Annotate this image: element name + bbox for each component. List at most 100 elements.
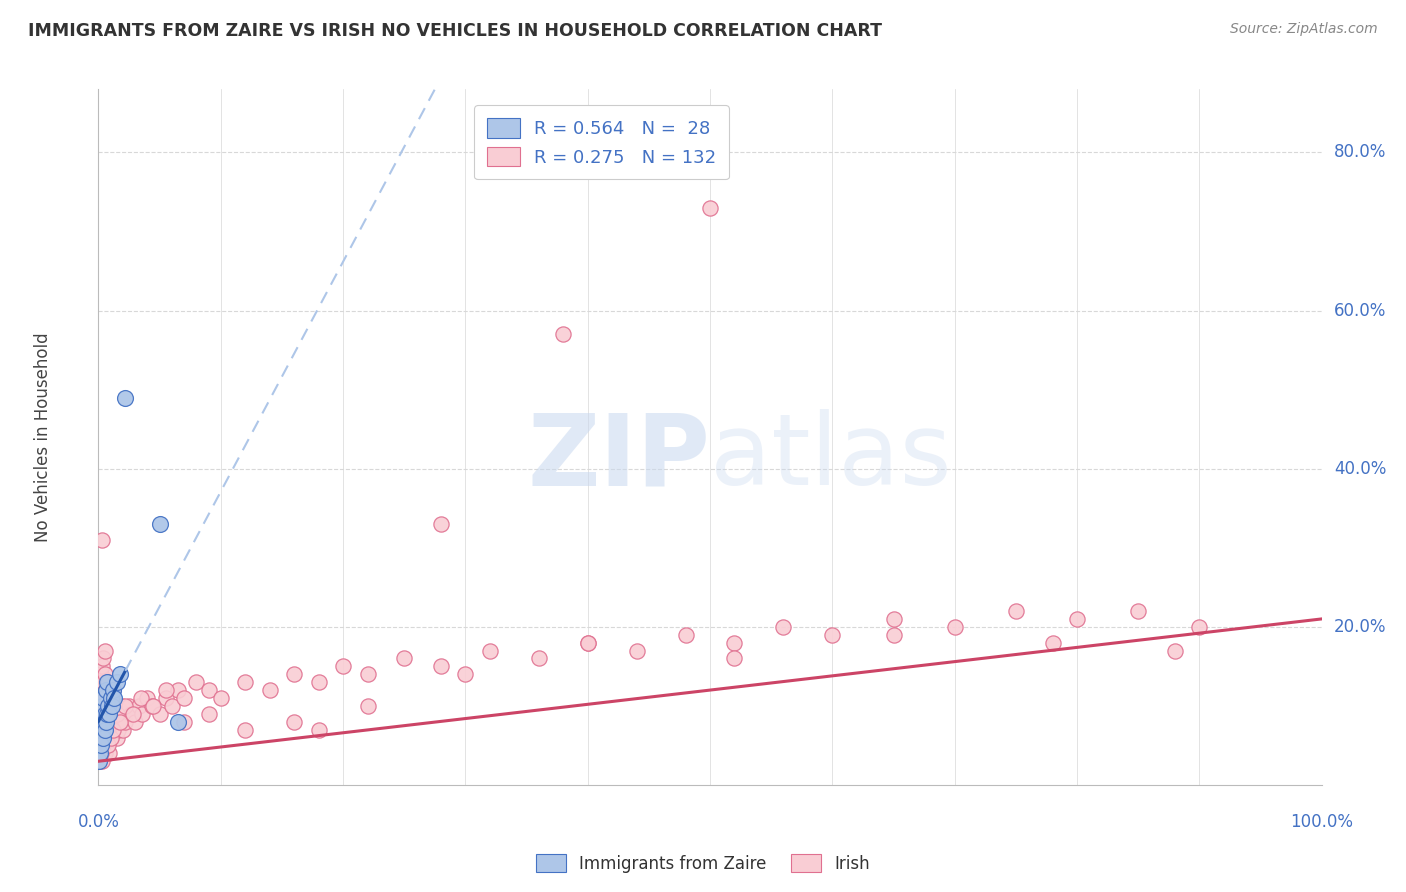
- Point: [356, 698, 378, 713]
- Text: No Vehicles in Household: No Vehicles in Household: [34, 332, 52, 542]
- Point: [173, 714, 195, 729]
- Point: [155, 690, 177, 705]
- Text: IMMIGRANTS FROM ZAIRE VS IRISH NO VEHICLES IN HOUSEHOLD CORRELATION CHART: IMMIGRANTS FROM ZAIRE VS IRISH NO VEHICL…: [28, 22, 882, 40]
- Point: [141, 698, 163, 713]
- Point: [101, 723, 124, 737]
- Point: [97, 706, 120, 721]
- Point: [114, 391, 136, 405]
- Point: [553, 327, 575, 342]
- Point: [105, 698, 128, 713]
- Legend: Immigrants from Zaire, Irish: Immigrants from Zaire, Irish: [529, 847, 877, 880]
- Point: [101, 683, 124, 698]
- Point: [91, 754, 114, 768]
- Point: [430, 516, 453, 531]
- Point: [91, 659, 114, 673]
- Point: [90, 714, 112, 729]
- Point: [101, 690, 124, 705]
- Point: [96, 714, 118, 729]
- Text: 20.0%: 20.0%: [1334, 618, 1386, 636]
- Point: [96, 739, 118, 753]
- Point: [101, 683, 124, 698]
- Point: [93, 714, 115, 729]
- Point: [160, 698, 183, 713]
- Point: [89, 683, 111, 698]
- Point: [104, 714, 127, 729]
- Point: [120, 706, 142, 721]
- Point: [103, 723, 125, 737]
- Point: [155, 683, 177, 698]
- Point: [91, 533, 114, 547]
- Point: [186, 675, 208, 690]
- Point: [93, 747, 115, 761]
- Point: [89, 723, 111, 737]
- Text: 100.0%: 100.0%: [1291, 813, 1353, 830]
- Point: [94, 723, 117, 737]
- Point: [100, 731, 122, 745]
- Point: [91, 723, 114, 737]
- Point: [114, 698, 136, 713]
- Point: [142, 698, 165, 713]
- Point: [626, 643, 648, 657]
- Point: [105, 706, 128, 721]
- Point: [101, 698, 124, 713]
- Point: [93, 723, 115, 737]
- Point: [94, 683, 117, 698]
- Point: [723, 635, 745, 649]
- Point: [98, 723, 121, 737]
- Point: [110, 667, 132, 681]
- Point: [356, 667, 378, 681]
- Point: [89, 739, 111, 753]
- Point: [118, 698, 141, 713]
- Point: [392, 651, 416, 665]
- Point: [100, 706, 122, 721]
- Point: [675, 628, 697, 642]
- Point: [114, 714, 136, 729]
- Text: 40.0%: 40.0%: [1334, 459, 1386, 478]
- Point: [332, 659, 354, 673]
- Point: [91, 731, 114, 745]
- Point: [1128, 604, 1150, 618]
- Point: [110, 714, 132, 729]
- Point: [308, 723, 330, 737]
- Point: [259, 683, 281, 698]
- Point: [91, 683, 114, 698]
- Point: [93, 667, 115, 681]
- Point: [943, 620, 966, 634]
- Point: [93, 706, 115, 721]
- Text: Source: ZipAtlas.com: Source: ZipAtlas.com: [1230, 22, 1378, 37]
- Point: [90, 747, 112, 761]
- Point: [1188, 620, 1211, 634]
- Point: [89, 747, 111, 761]
- Point: [111, 698, 134, 713]
- Text: 0.0%: 0.0%: [77, 813, 120, 830]
- Point: [91, 739, 114, 753]
- Point: [1066, 612, 1088, 626]
- Point: [90, 714, 112, 729]
- Point: [94, 683, 117, 698]
- Point: [98, 714, 121, 729]
- Point: [90, 690, 112, 705]
- Point: [91, 731, 114, 745]
- Point: [527, 651, 550, 665]
- Point: [167, 683, 190, 698]
- Point: [90, 667, 112, 681]
- Point: [97, 675, 120, 690]
- Point: [308, 675, 330, 690]
- Point: [233, 723, 256, 737]
- Point: [197, 706, 219, 721]
- Point: [94, 731, 117, 745]
- Text: atlas: atlas: [710, 409, 952, 507]
- Point: [173, 690, 195, 705]
- Point: [94, 731, 117, 745]
- Point: [91, 723, 114, 737]
- Point: [105, 731, 128, 745]
- Text: 60.0%: 60.0%: [1334, 301, 1386, 319]
- Point: [105, 675, 128, 690]
- Point: [96, 675, 118, 690]
- Point: [478, 643, 501, 657]
- Point: [112, 706, 135, 721]
- Point: [91, 714, 114, 729]
- Point: [91, 698, 114, 713]
- Point: [90, 739, 112, 753]
- Legend: R = 0.564   N =  28, R = 0.275   N = 132: R = 0.564 N = 28, R = 0.275 N = 132: [474, 105, 728, 179]
